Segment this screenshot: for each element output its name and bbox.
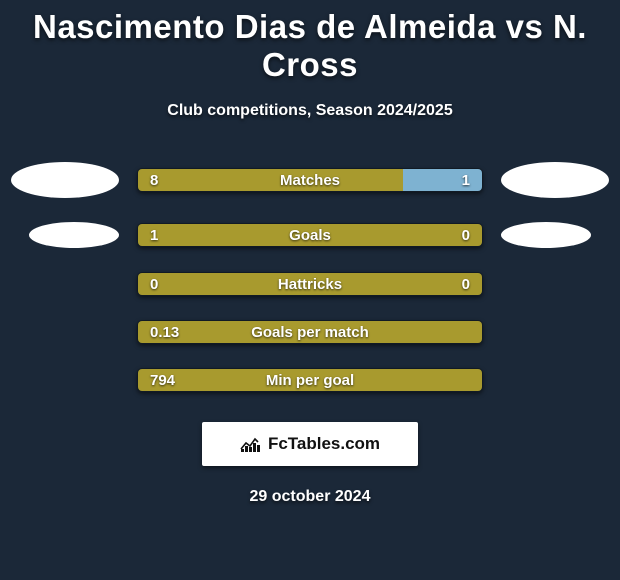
subtitle: Club competitions, Season 2024/2025 xyxy=(0,102,620,120)
avatar-left xyxy=(11,162,119,198)
metric-label: Min per goal xyxy=(138,369,482,391)
page-title: Nascimento Dias de Almeida vs N. Cross xyxy=(0,0,620,84)
metric-bar: 0Hattricks0 xyxy=(137,272,483,296)
metric-row: 794Min per goal xyxy=(0,368,620,392)
brand-box: FcTables.com xyxy=(202,422,418,466)
metric-label: Goals xyxy=(138,224,482,246)
avatar-right xyxy=(501,162,609,198)
metric-label: Matches xyxy=(138,169,482,191)
metric-row: 0.13Goals per match xyxy=(0,320,620,344)
metric-bar: 1Goals0 xyxy=(137,223,483,247)
metric-label: Goals per match xyxy=(138,321,482,343)
metric-label: Hattricks xyxy=(138,273,482,295)
metric-value-right: 1 xyxy=(462,169,470,191)
chart-icon xyxy=(240,435,262,453)
metric-bar: 794Min per goal xyxy=(137,368,483,392)
metric-bar: 8Matches1 xyxy=(137,168,483,192)
avatar-left xyxy=(29,222,119,248)
metric-row: 1Goals0 xyxy=(0,222,620,248)
brand-text: FcTables.com xyxy=(268,434,380,454)
avatar-right xyxy=(501,222,591,248)
metric-row: 0Hattricks0 xyxy=(0,272,620,296)
metrics-list: 8Matches11Goals00Hattricks00.13Goals per… xyxy=(0,162,620,392)
metric-bar: 0.13Goals per match xyxy=(137,320,483,344)
date-text: 29 october 2024 xyxy=(0,488,620,506)
metric-value-right: 0 xyxy=(462,273,470,295)
metric-row: 8Matches1 xyxy=(0,162,620,198)
metric-value-right: 0 xyxy=(462,224,470,246)
